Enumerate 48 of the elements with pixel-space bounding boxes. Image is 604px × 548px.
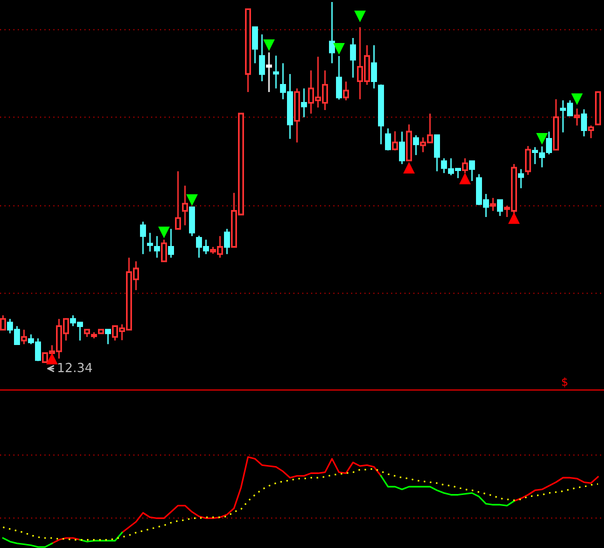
candlestick bbox=[160, 238, 168, 262]
candlestick bbox=[154, 235, 160, 258]
point bbox=[186, 194, 198, 206]
candlestick bbox=[412, 134, 420, 156]
candlestick bbox=[462, 158, 468, 174]
text: $ bbox=[562, 377, 568, 388]
candlestick bbox=[524, 145, 532, 176]
point bbox=[333, 43, 345, 55]
point bbox=[158, 226, 170, 238]
candlestick bbox=[392, 130, 398, 152]
candlestick bbox=[146, 232, 154, 252]
candlestick bbox=[20, 329, 28, 345]
point bbox=[263, 39, 275, 52]
candlestick bbox=[384, 128, 392, 152]
candlestick bbox=[574, 108, 580, 126]
candlestick bbox=[490, 197, 496, 212]
candlestick bbox=[258, 34, 266, 82]
point bbox=[459, 172, 471, 184]
candlestick bbox=[104, 328, 112, 345]
candlestick bbox=[370, 44, 378, 90]
candlestick bbox=[496, 199, 504, 217]
candlestick bbox=[342, 80, 350, 102]
candlestick bbox=[0, 314, 6, 331]
candlestick bbox=[588, 124, 594, 139]
candlestick bbox=[336, 55, 342, 100]
point bbox=[354, 10, 366, 22]
point bbox=[571, 93, 583, 106]
candlestick bbox=[300, 88, 308, 118]
candlestick bbox=[252, 26, 258, 64]
point bbox=[403, 162, 415, 174]
candlestick bbox=[266, 52, 272, 93]
text: 12.34 bbox=[58, 362, 92, 372]
point bbox=[508, 212, 520, 224]
candlestick bbox=[182, 184, 188, 226]
candlestick bbox=[174, 170, 182, 230]
candlestick bbox=[468, 160, 476, 182]
candlestick bbox=[398, 130, 406, 165]
candlestick bbox=[140, 220, 146, 255]
candlestick bbox=[580, 108, 588, 138]
candlestick bbox=[224, 228, 230, 255]
point bbox=[536, 133, 548, 145]
candlestick bbox=[168, 228, 174, 258]
candlestick bbox=[350, 37, 356, 78]
candlestick bbox=[272, 54, 280, 90]
candlestick bbox=[518, 168, 524, 189]
candlestick bbox=[434, 134, 440, 172]
candlestick bbox=[328, 1, 336, 64]
point bbox=[46, 352, 58, 364]
